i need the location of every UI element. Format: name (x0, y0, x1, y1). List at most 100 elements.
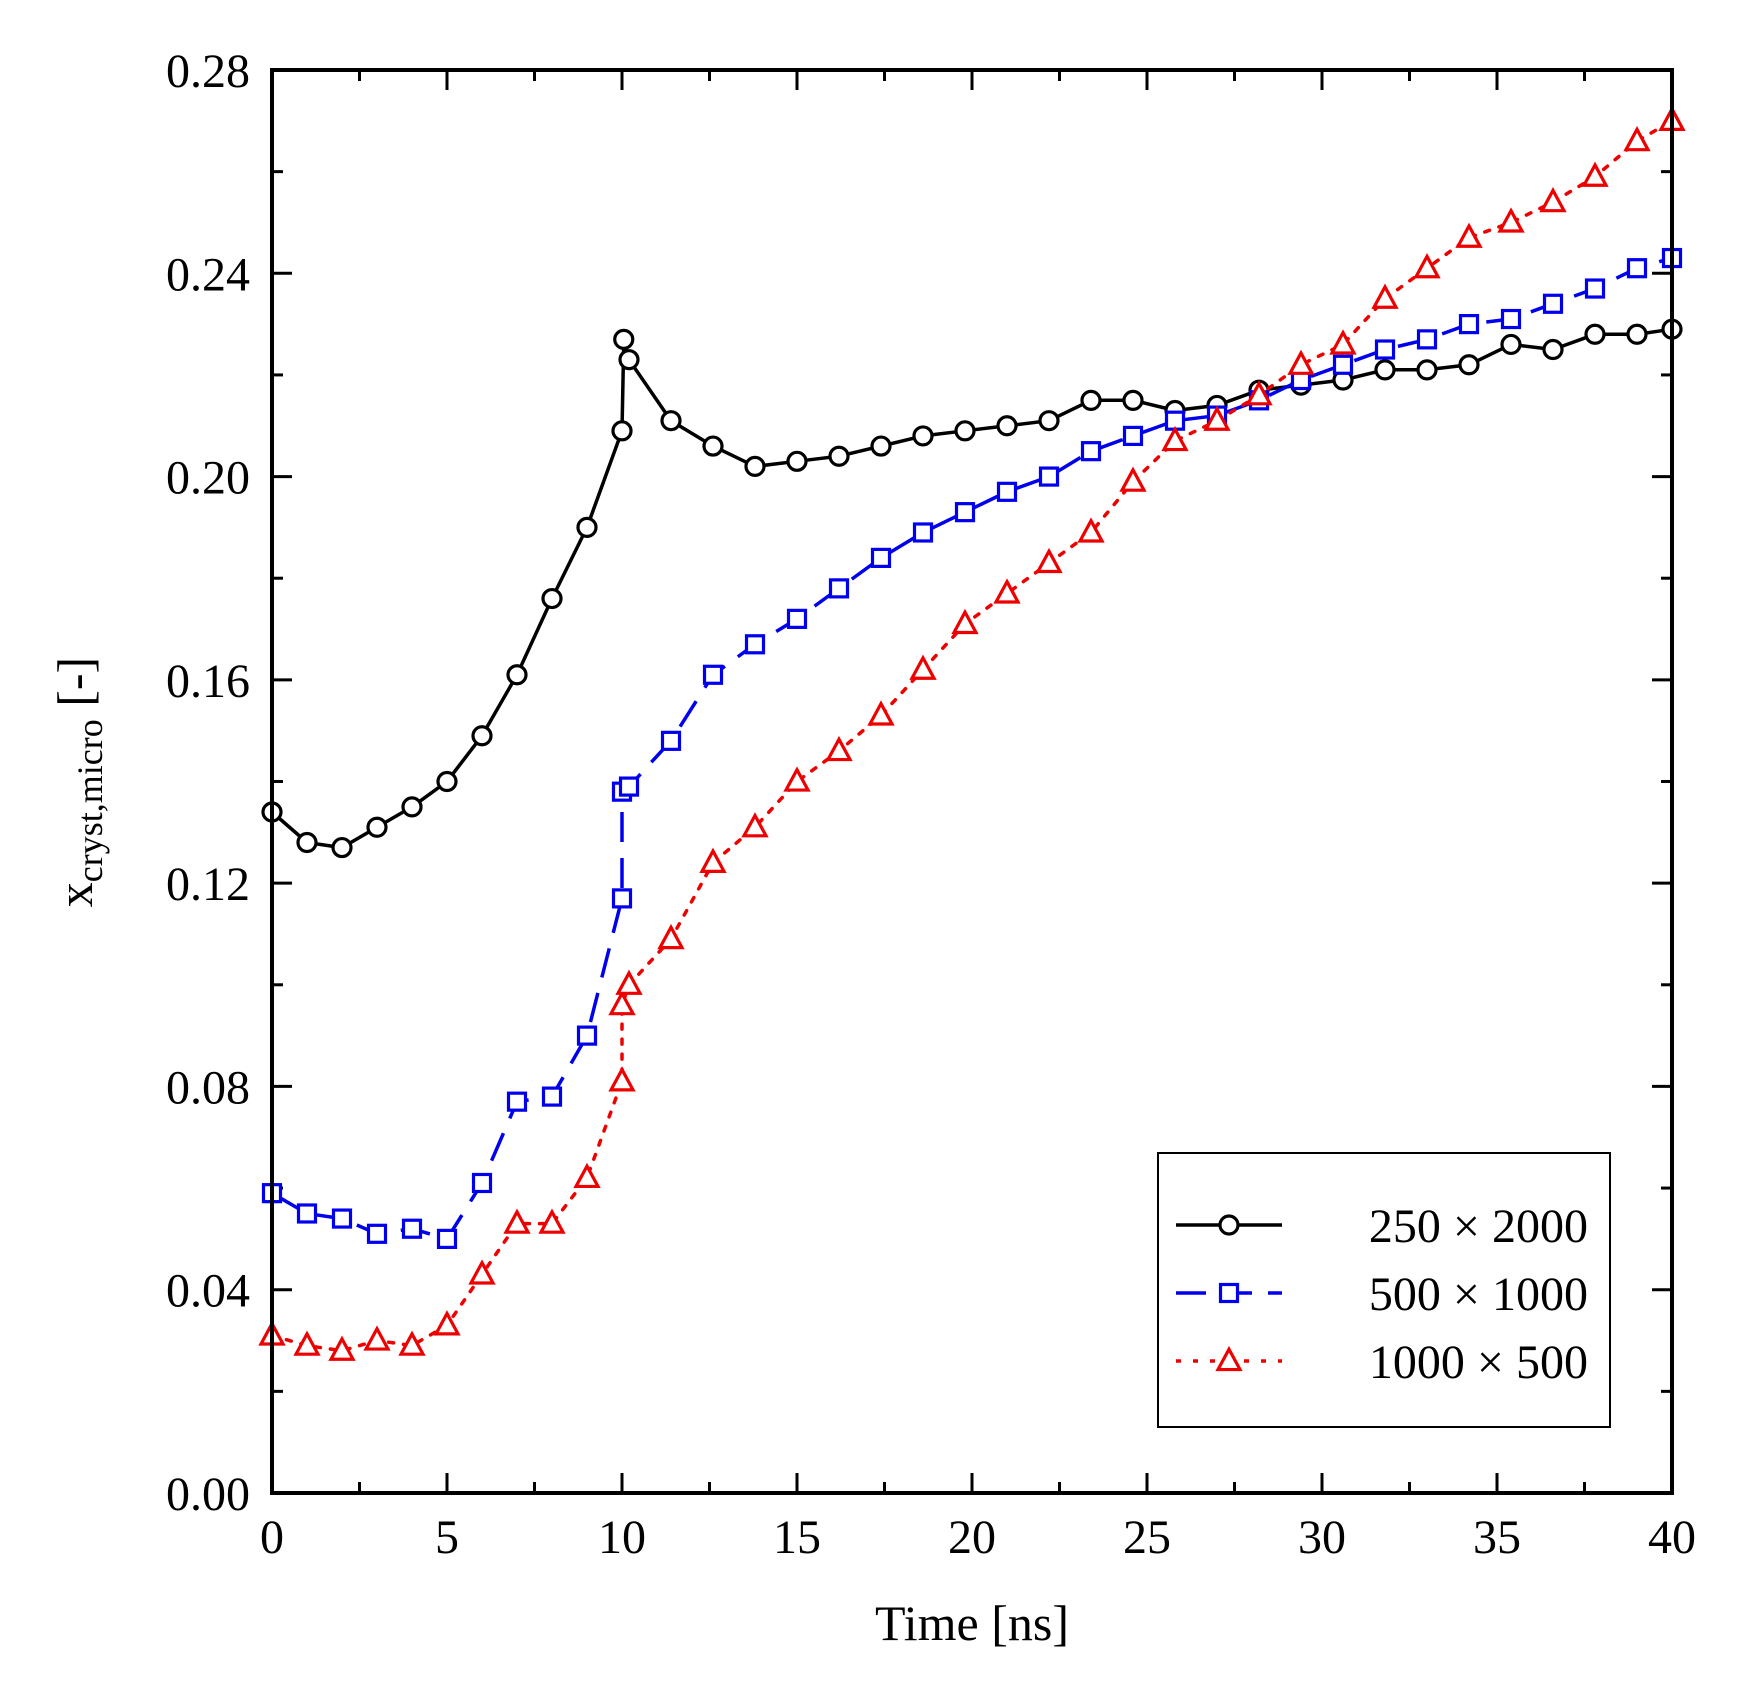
data-point (471, 725, 493, 747)
data-point (912, 425, 934, 447)
data-point (366, 1223, 388, 1244)
series-line (271, 256, 1673, 1241)
series-2 (258, 105, 1686, 1361)
series-line (270, 327, 1673, 850)
data-point (618, 776, 640, 797)
data-point (1374, 339, 1396, 360)
data-point (825, 735, 853, 762)
data-point (954, 420, 976, 442)
legend-entry: 500 × 1000 (1176, 1268, 1588, 1321)
data-point (783, 766, 811, 792)
x-tick-label: 5 (435, 1511, 459, 1564)
data-point (1161, 425, 1189, 452)
data-point (1119, 466, 1147, 492)
data-point (1413, 253, 1441, 279)
data-point (993, 578, 1021, 604)
data-point (1458, 314, 1480, 335)
data-point (1245, 380, 1273, 406)
x-tick-label: 35 (1473, 1511, 1521, 1564)
legend-label: 250 × 2000 (1369, 1200, 1588, 1253)
data-point (615, 969, 643, 995)
data-point (293, 1330, 321, 1356)
data-point (576, 516, 598, 538)
data-point (1203, 405, 1231, 431)
plot-frame (270, 68, 1674, 1495)
data-point (608, 989, 636, 1016)
data-point (1080, 389, 1102, 411)
data-point (1080, 441, 1102, 462)
x-tick-label: 25 (1123, 1511, 1171, 1564)
data-point (954, 502, 976, 523)
data-point (699, 847, 727, 873)
x-tick-label: 30 (1298, 1511, 1346, 1564)
data-point (401, 796, 423, 818)
series-0 (261, 318, 1683, 859)
data-point (744, 634, 766, 655)
data-point (1458, 354, 1480, 376)
data-point (867, 700, 895, 726)
data-point (468, 1259, 496, 1285)
data-point (1539, 186, 1567, 213)
y-axis-label-unit: [-] (47, 657, 103, 719)
data-point (1455, 222, 1483, 248)
data-point (702, 435, 724, 457)
data-point (1374, 359, 1396, 381)
data-point (660, 730, 682, 751)
data-point (328, 1335, 356, 1361)
data-point (1626, 323, 1648, 345)
data-point (398, 1330, 426, 1356)
tick-labels: 0 5 10 15 20 25 30 35 40 0.00 0.04 0.08 0.12 0.16 0.20… (166, 45, 1696, 1564)
y-axis-label: xcryst,micro [-] (47, 657, 110, 907)
y-tick-label: 0.28 (166, 45, 250, 98)
data-point (1581, 161, 1609, 187)
data-point (608, 1066, 636, 1092)
data-point (1584, 323, 1606, 345)
y-tick-label: 0.00 (166, 1468, 250, 1521)
data-point (366, 816, 388, 838)
legend-label: 1000 × 500 (1369, 1336, 1588, 1389)
data-point (1626, 258, 1648, 279)
data-point (296, 831, 318, 854)
data-point (1035, 547, 1063, 574)
y-tick-label: 0.20 (166, 452, 250, 505)
data-point (909, 654, 937, 680)
legend-entry: 250 × 2000 (1176, 1200, 1588, 1253)
data-point (1542, 293, 1564, 314)
x-tick-label: 0 (260, 1511, 284, 1564)
y-tick-label: 0.24 (166, 248, 250, 301)
data-point (573, 1162, 601, 1189)
data-point (331, 1208, 353, 1229)
data-point (363, 1325, 391, 1351)
y-tick-label: 0.16 (166, 655, 250, 708)
data-point (611, 420, 633, 442)
data-point (576, 1025, 598, 1046)
data-point (741, 812, 769, 838)
y-tick-label: 0.08 (166, 1061, 250, 1114)
data-point (1584, 278, 1606, 299)
data-point (1038, 410, 1060, 432)
data-point (828, 578, 850, 599)
legend-marker (1218, 1214, 1240, 1236)
data-point (296, 1203, 318, 1224)
data-point (744, 455, 766, 478)
data-point (1332, 354, 1354, 375)
x-tick-label: 20 (948, 1511, 996, 1564)
data-point (331, 836, 353, 859)
data-point (433, 1310, 461, 1336)
legend-marker (1215, 1345, 1243, 1372)
series-layer (258, 105, 1686, 1361)
data-point (611, 888, 633, 909)
data-point (401, 1218, 423, 1239)
x-axis-label: Time [ns] (875, 1595, 1069, 1651)
data-point (657, 923, 685, 950)
data-point (1497, 207, 1525, 233)
legend-entry: 1000 × 500 (1176, 1336, 1588, 1389)
data-point (1416, 359, 1438, 381)
svg-text:xcryst,micro [-]: xcryst,micro [-] (47, 657, 110, 907)
data-point (506, 1091, 528, 1112)
data-point (1122, 425, 1144, 447)
data-point (786, 450, 808, 472)
data-point (1500, 333, 1522, 356)
series-line (270, 119, 1674, 1353)
